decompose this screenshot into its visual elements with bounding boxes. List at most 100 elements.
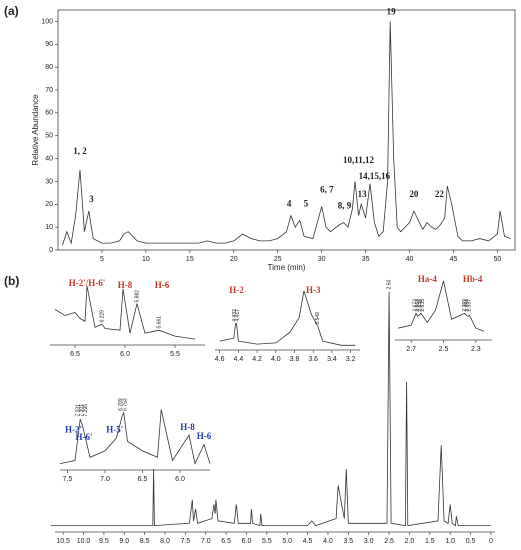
plot-frame [57,9,516,251]
peak-annotation: 19 [387,6,397,16]
x-tick-label: 7.0 [201,538,211,545]
x-tick-label: 45 [450,256,458,263]
x-tick-label: 5 [100,256,104,263]
x-tick-label: 10 [142,256,150,263]
x-tick-label: 40 [406,256,414,263]
x-tick-label: 6.0 [120,351,130,358]
x-tick-label: 2.3 [471,346,481,353]
peak-shift-label: 2.50 [386,279,392,289]
x-tick-label: 30 [318,256,326,263]
x-tick-label: 5.5 [170,351,180,358]
trace [50,291,491,527]
peak-annotation: H-2 [229,285,244,295]
y-tick-label: 40 [45,155,53,162]
x-tick-label: 4.2 [252,356,262,363]
peak-annotation: H-5' [106,425,123,435]
peak-shift-label: 5.661 [156,316,162,329]
peak-annotation: 10,11,12 [343,155,375,165]
y-tick-label: 60 [45,110,53,117]
x-tick-label: 4.0 [271,356,281,363]
peak-annotation: 6, 7 [320,185,334,195]
peak-shift-label: 7.301 [79,404,85,417]
x-tick-label: 2.5 [384,538,394,545]
y-tick-label: 100 [41,18,53,25]
peak-annotation: H-8 [180,422,195,432]
x-tick-label: 6.5 [70,351,80,358]
x-tick-label: 10.0 [77,538,91,545]
peak-shift-label: 7.295 [83,404,89,417]
y-axis-label: Relative Abundance [31,94,40,166]
x-tick-label: 3.5 [343,538,353,545]
peak-annotation: 1, 2 [73,146,87,156]
peak-shift-label: 4.417 [235,309,241,322]
x-tick-label: 7.5 [63,476,73,483]
x-tick-label: 9.0 [119,538,129,545]
peak-shift-label: 2.369 [462,299,468,312]
x-axis-label: Time (min) [268,263,306,272]
peak-annotation: H-2' [65,425,82,435]
peak-shift-label: 4.432 [232,309,238,322]
y-tick-label: 20 [45,201,53,208]
peak-shift-label: 6.769 [118,398,124,411]
x-tick-label: 6.0 [242,538,252,545]
x-tick-label: 4.4 [234,356,244,363]
peak-shift-label: 5.882 [134,290,140,303]
peak-annotation: 8, 9 [338,201,352,211]
peak-annotation: H-6' [76,432,93,442]
x-tick-label: 2.7 [406,346,416,353]
x-tick-label: 9.5 [99,538,109,545]
x-tick-label: 50 [494,256,502,263]
peak-annotation: H-3 [306,285,321,295]
y-tick-label: 10 [45,224,53,231]
x-tick-label: 6.0 [175,476,185,483]
x-tick-label: 35 [362,256,370,263]
trace [62,21,511,246]
x-tick-label: 10.5 [56,538,70,545]
trace [54,285,196,340]
x-tick-label: 3.2 [346,356,356,363]
x-tick-label: 2.0 [405,538,415,545]
x-tick-label: 25 [274,256,282,263]
x-tick-label: 3.4 [327,356,337,363]
panel-label: (a) [4,4,19,18]
panel-label: (b) [4,274,19,288]
peak-annotation: Hb-4 [463,274,483,284]
x-tick-label: 2.5 [439,346,449,353]
x-tick-label: 8.5 [140,538,150,545]
y-tick-label: 30 [45,178,53,185]
y-tick-label: 90 [45,41,53,48]
peak-shift-label: 6.753 [123,398,129,411]
peak-shift-label: 2.337 [467,299,473,312]
x-tick-label: 1.5 [425,538,435,545]
peak-annotation: H-2'/H-6' [69,278,106,288]
peak-shift-label: 6.229 [99,310,105,323]
peak-shift-label: 2.354 [464,299,470,312]
y-tick-label: 50 [45,133,53,140]
y-tick-label: 70 [45,87,53,94]
trace [398,280,485,332]
peak-shift-label: 7.331 [75,404,81,417]
peak-annotation: 22 [435,189,445,199]
peak-shift-label: 2.673 [413,299,419,312]
x-tick-label: 6.5 [138,476,148,483]
peak-annotation: Ha-4 [418,274,437,284]
peak-annotation: 5 [304,198,309,208]
x-tick-label: 4.5 [303,538,313,545]
peak-annotation: 14,15,16 [359,171,391,181]
y-tick-label: 80 [45,64,53,71]
x-tick-label: 1.0 [445,538,455,545]
peak-annotation: 4 [287,198,292,208]
peak-annotation: 20 [409,189,419,199]
x-tick-label: 15 [186,256,194,263]
peak-annotation: H-6 [197,431,212,441]
peak-annotation: 3 [89,194,94,204]
trace [219,290,356,346]
x-tick-label: 3.6 [308,356,318,363]
x-tick-label: 7.5 [181,538,191,545]
x-tick-label: 0.5 [466,538,476,545]
peak-shift-label: 3.549 [315,312,321,325]
x-tick-label: 0 [489,538,493,545]
x-tick-label: 3.0 [364,538,374,545]
peak-shift-label: 2.663 [415,299,421,312]
